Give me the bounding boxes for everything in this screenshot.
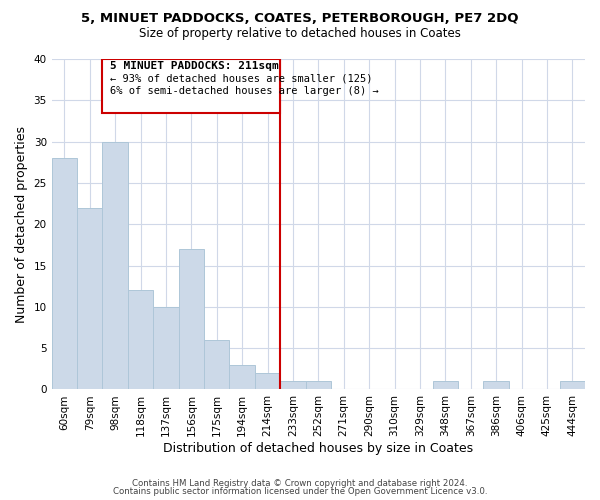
Bar <box>128 290 153 390</box>
Text: 5, MINUET PADDOCKS, COATES, PETERBOROUGH, PE7 2DQ: 5, MINUET PADDOCKS, COATES, PETERBOROUGH… <box>81 12 519 26</box>
X-axis label: Distribution of detached houses by size in Coates: Distribution of detached houses by size … <box>163 442 473 455</box>
Text: Size of property relative to detached houses in Coates: Size of property relative to detached ho… <box>139 28 461 40</box>
Bar <box>179 249 204 390</box>
Y-axis label: Number of detached properties: Number of detached properties <box>15 126 28 322</box>
Bar <box>52 158 77 390</box>
Bar <box>77 208 103 390</box>
Bar <box>153 307 179 390</box>
Text: 5 MINUET PADDOCKS: 211sqm: 5 MINUET PADDOCKS: 211sqm <box>110 62 279 72</box>
Bar <box>229 364 255 390</box>
Text: 6% of semi-detached houses are larger (8) →: 6% of semi-detached houses are larger (8… <box>110 86 379 97</box>
Bar <box>433 381 458 390</box>
Bar <box>280 381 305 390</box>
Text: ← 93% of detached houses are smaller (125): ← 93% of detached houses are smaller (12… <box>110 74 373 84</box>
Bar <box>560 381 585 390</box>
Bar <box>204 340 229 390</box>
Text: Contains public sector information licensed under the Open Government Licence v3: Contains public sector information licen… <box>113 487 487 496</box>
Bar <box>255 373 280 390</box>
Bar <box>305 381 331 390</box>
Text: Contains HM Land Registry data © Crown copyright and database right 2024.: Contains HM Land Registry data © Crown c… <box>132 478 468 488</box>
Bar <box>484 381 509 390</box>
FancyBboxPatch shape <box>103 59 280 112</box>
Bar <box>103 142 128 390</box>
